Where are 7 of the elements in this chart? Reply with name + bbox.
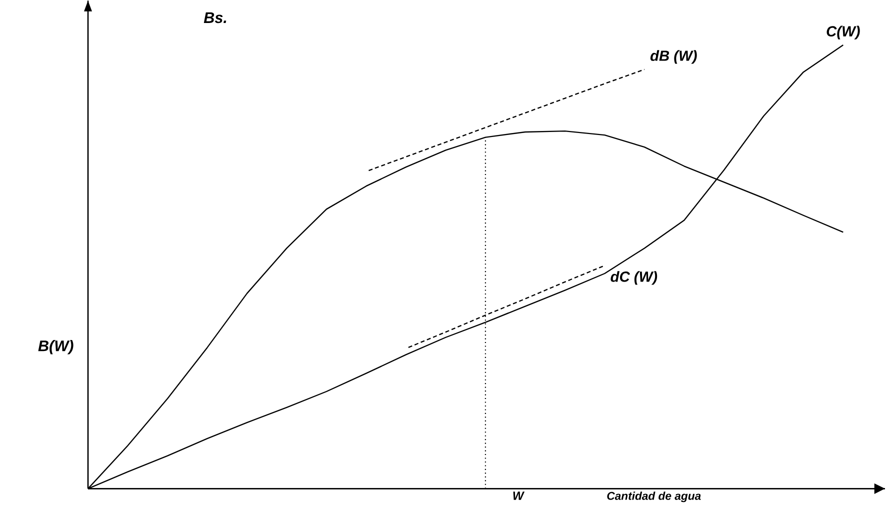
text: Bs. [204, 12, 226, 24]
x-axis-title: Cantidad de agua [607, 492, 701, 502]
series-label: dB (W) [650, 50, 697, 64]
series-label: dC (W) [610, 271, 658, 285]
text: W [513, 492, 525, 500]
series-label: C(W) [826, 26, 860, 40]
y-axis-title: B(W) [38, 340, 74, 354]
